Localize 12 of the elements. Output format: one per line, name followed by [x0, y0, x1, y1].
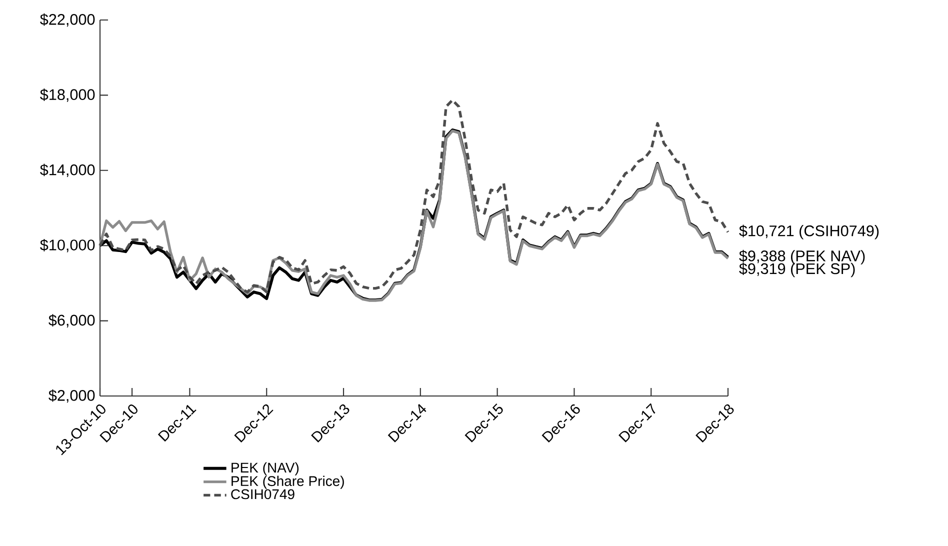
y-tick-label: $14,000 — [40, 164, 95, 178]
y-tick-label: $18,000 — [40, 88, 95, 102]
y-tick-label: $22,000 — [40, 13, 95, 27]
y-tick-label: $6,000 — [48, 314, 95, 328]
legend-label: PEK (Share Price) — [232, 476, 344, 489]
annotation: $9,388 (PEK NAV) — [739, 250, 865, 264]
y-tick-label: $10,000 — [40, 238, 95, 252]
annotation: $9,319 (PEK SP) — [739, 262, 855, 278]
annotation: $10,721 (CSIH0749) — [739, 224, 879, 240]
legend-label: CSIH0749 — [231, 489, 294, 500]
legend-label: PEK (NAV) — [232, 462, 299, 476]
y-tick-label: $2,000 — [48, 389, 95, 403]
